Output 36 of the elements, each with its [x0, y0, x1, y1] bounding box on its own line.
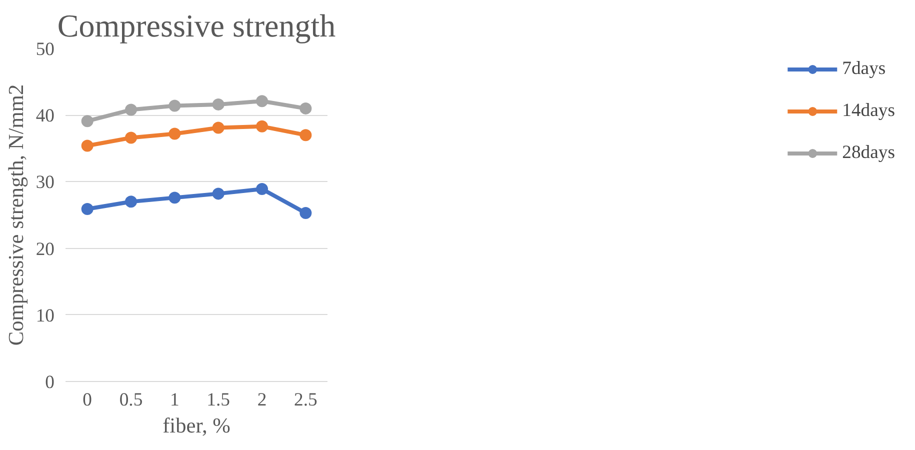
point	[125, 132, 137, 144]
chart-title: Compressive strength	[57, 8, 336, 44]
point	[300, 102, 312, 114]
x-tick-label: 0.5	[119, 390, 143, 410]
y-tick-label: 10	[36, 305, 54, 326]
point	[168, 100, 181, 112]
x-tick-label: 1.5	[206, 390, 230, 410]
legend-label: 14days	[842, 100, 895, 122]
point	[256, 120, 268, 132]
point	[300, 129, 312, 142]
y-tick-label: 30	[36, 172, 54, 194]
point	[168, 128, 181, 140]
point	[300, 207, 312, 219]
point	[256, 183, 268, 196]
y-tick-label: 50	[36, 39, 54, 60]
point	[81, 140, 94, 152]
point	[256, 95, 268, 108]
x-tick-label: 1	[170, 390, 180, 410]
point	[212, 98, 224, 110]
point	[125, 196, 137, 208]
point	[212, 188, 224, 200]
x-tick-label: 2.5	[294, 390, 318, 410]
x-tick-label: 0	[82, 390, 92, 410]
legend-label: 28days	[842, 142, 895, 164]
x-axis-title: fiber, %	[162, 414, 231, 438]
point	[81, 203, 94, 215]
y-tick-label: 20	[36, 238, 54, 260]
legend-label: 7days	[842, 58, 886, 80]
point	[125, 104, 137, 116]
y-axis-title: Compressive strength, N/mm2	[4, 84, 28, 346]
y-tick-label: 40	[36, 106, 54, 127]
x-tick-label: 2	[257, 390, 267, 410]
point	[168, 192, 181, 204]
point	[81, 115, 94, 128]
point	[212, 122, 224, 134]
y-tick-label: 0	[45, 372, 54, 393]
